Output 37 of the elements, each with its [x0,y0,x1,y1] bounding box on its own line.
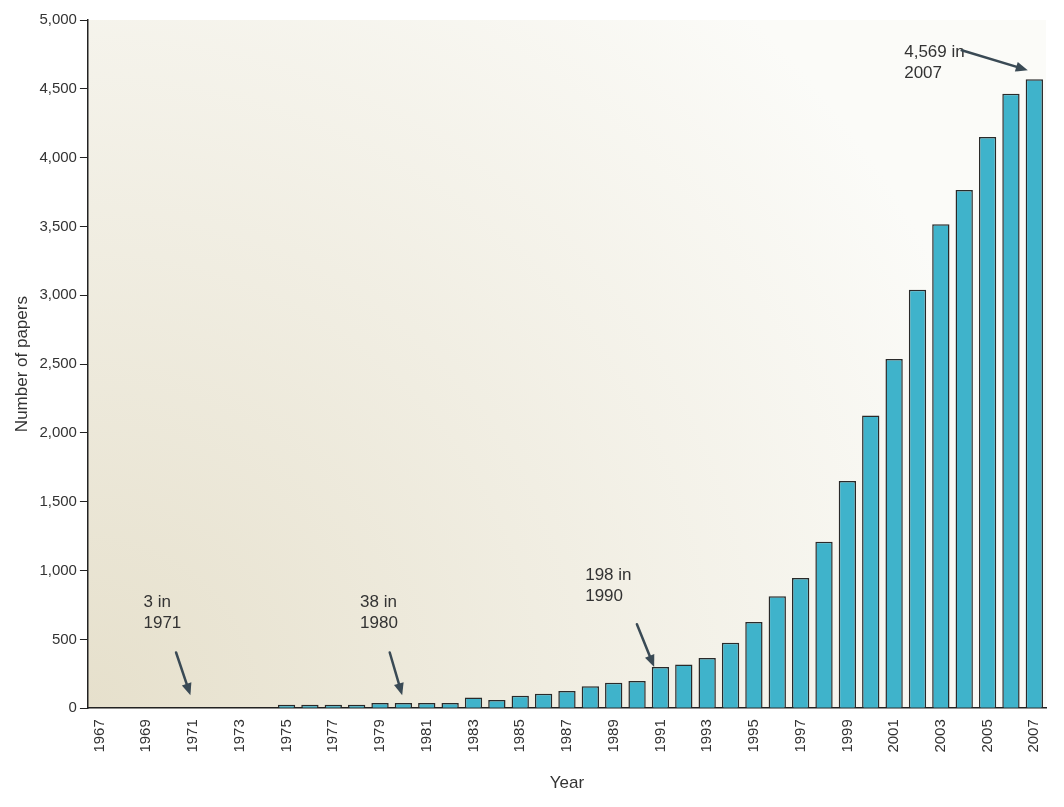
x-tick-label: 1969 [136,719,154,753]
x-tick-label: 1991 [650,719,668,753]
x-tick-label: 1985 [510,719,528,753]
x-tick-label: 2007 [1024,719,1042,753]
x-axis-title: Year [549,773,585,793]
annotation: 198 in 1990 [585,564,632,605]
x-tick-label: 1995 [744,719,762,753]
x-tick-label: 1987 [557,719,575,753]
annotation: 3 in 1971 [143,592,182,633]
annotation: 38 in 1980 [360,592,398,633]
y-tick-label: 1,000 [39,560,77,578]
x-tick-label: 1975 [276,719,294,753]
x-tick-label: 1973 [229,719,247,753]
y-tick-label: 5,000 [39,10,77,28]
x-tick-label: 1979 [370,719,388,753]
x-tick-label: 2005 [977,719,995,753]
x-tick-label: 2003 [930,719,948,753]
y-tick-label: 3,000 [39,285,77,303]
x-tick-label: 1989 [603,719,621,753]
x-tick-label: 1977 [323,719,341,753]
x-tick-label: 1967 [89,719,107,753]
y-tick-label: 4,000 [39,147,77,165]
x-tick-label: 1971 [183,719,201,753]
x-tick-label: 1983 [463,719,481,753]
x-tick-label: 2001 [884,719,902,753]
y-tick-label: 0 [68,698,77,716]
y-tick-label: 3,500 [39,216,77,234]
y-tick-label: 2,000 [39,423,77,441]
x-tick-label: 1981 [416,719,434,753]
y-tick-label: 4,500 [39,78,77,96]
y-axis-title: Number of papers [11,296,31,433]
x-tick-label: 1999 [837,719,855,753]
x-tick-label: 1993 [697,719,715,753]
y-tick-label: 1,500 [39,491,77,509]
x-tick-label: 1997 [790,719,808,753]
y-tick-label: 2,500 [39,354,77,372]
y-tick-label: 500 [51,629,77,647]
